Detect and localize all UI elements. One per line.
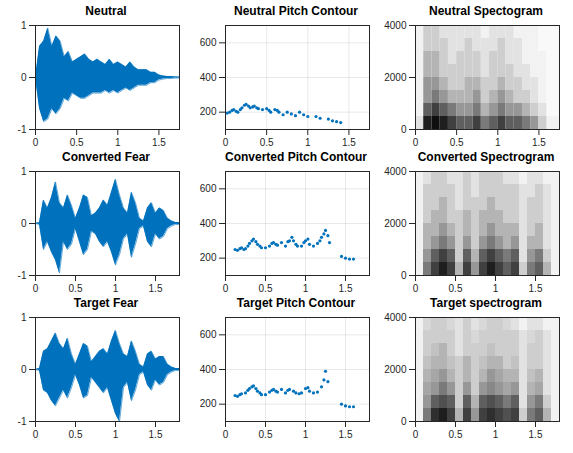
html-text:Neutral Pitch Contour: Neutral Pitch Contour (234, 4, 358, 18)
svg-text:200: 200 (200, 398, 217, 409)
svg-text:0: 0 (21, 218, 27, 229)
svg-text:600: 600 (200, 37, 217, 48)
svg-text:600: 600 (200, 183, 217, 194)
svg-text:1: 1 (113, 429, 119, 440)
svg-text:0: 0 (21, 72, 27, 83)
svg-text:1: 1 (21, 20, 27, 31)
svg-text:0.5: 0.5 (260, 137, 274, 148)
svg-text:1.5: 1.5 (529, 429, 543, 440)
svg-text:0: 0 (223, 283, 229, 294)
svg-text:0.5: 0.5 (70, 137, 84, 148)
svg-text:1.5: 1.5 (339, 283, 353, 294)
svg-text:1: 1 (493, 429, 499, 440)
svg-text:1.5: 1.5 (339, 429, 353, 440)
svg-text:600: 600 (200, 329, 217, 340)
svg-text:-1: -1 (18, 124, 27, 135)
svg-text:0.5: 0.5 (449, 429, 463, 440)
svg-text:0: 0 (413, 137, 419, 148)
svg-text:1: 1 (21, 312, 27, 323)
svg-text:4000: 4000 (384, 312, 407, 323)
svg-text:0: 0 (223, 429, 229, 440)
html-text:Converted Fear: Converted Fear (62, 150, 150, 164)
svg-text:1.5: 1.5 (152, 137, 166, 148)
html-text:Converted Pitch Contour: Converted Pitch Contour (225, 150, 367, 164)
svg-text:200: 200 (200, 252, 217, 263)
html-text:Neutral: Neutral (85, 4, 127, 18)
html-text:Target spectrogram: Target spectrogram (430, 296, 542, 310)
svg-text:1: 1 (113, 283, 119, 294)
svg-text:0.5: 0.5 (259, 429, 273, 440)
svg-text:2000: 2000 (384, 72, 407, 83)
html-text:Target Pitch Contour: Target Pitch Contour (236, 296, 356, 310)
svg-text:1.5: 1.5 (149, 283, 163, 294)
svg-text:0: 0 (33, 283, 39, 294)
svg-text:0.5: 0.5 (450, 137, 464, 148)
svg-text:0: 0 (401, 416, 407, 427)
svg-text:2000: 2000 (384, 364, 407, 375)
svg-text:0: 0 (33, 137, 39, 148)
svg-text:1: 1 (495, 137, 501, 148)
svg-text:0: 0 (413, 283, 419, 294)
svg-text:1.5: 1.5 (529, 283, 543, 294)
svg-text:0: 0 (223, 137, 229, 148)
svg-text:1.5: 1.5 (149, 429, 163, 440)
svg-text:0: 0 (401, 270, 407, 281)
svg-text:0: 0 (401, 124, 407, 135)
svg-text:2000: 2000 (384, 218, 407, 229)
svg-text:0.5: 0.5 (69, 283, 83, 294)
svg-text:400: 400 (200, 72, 217, 83)
html-text:Converted Spectrogram: Converted Spectrogram (417, 150, 555, 164)
svg-text:1.5: 1.5 (342, 137, 356, 148)
svg-text:0.5: 0.5 (449, 283, 463, 294)
svg-text:1: 1 (21, 166, 27, 177)
svg-text:1: 1 (493, 283, 499, 294)
svg-text:4000: 4000 (384, 166, 407, 177)
html-text:Target Fear: Target Fear (73, 296, 139, 310)
svg-text:1: 1 (303, 429, 309, 440)
svg-text:0: 0 (33, 429, 39, 440)
html-text:Neutral Spectogram: Neutral Spectogram (429, 4, 543, 18)
svg-text:-1: -1 (18, 416, 27, 427)
svg-text:1: 1 (115, 137, 121, 148)
svg-text:4000: 4000 (384, 20, 407, 31)
svg-text:0: 0 (21, 364, 27, 375)
svg-text:1.5: 1.5 (532, 137, 546, 148)
svg-text:-1: -1 (18, 270, 27, 281)
svg-text:0.5: 0.5 (259, 283, 273, 294)
svg-text:400: 400 (200, 218, 217, 229)
svg-text:1: 1 (305, 137, 311, 148)
svg-text:0.5: 0.5 (69, 429, 83, 440)
svg-text:400: 400 (200, 364, 217, 375)
svg-text:200: 200 (200, 106, 217, 117)
svg-text:0: 0 (413, 429, 419, 440)
svg-text:1: 1 (303, 283, 309, 294)
